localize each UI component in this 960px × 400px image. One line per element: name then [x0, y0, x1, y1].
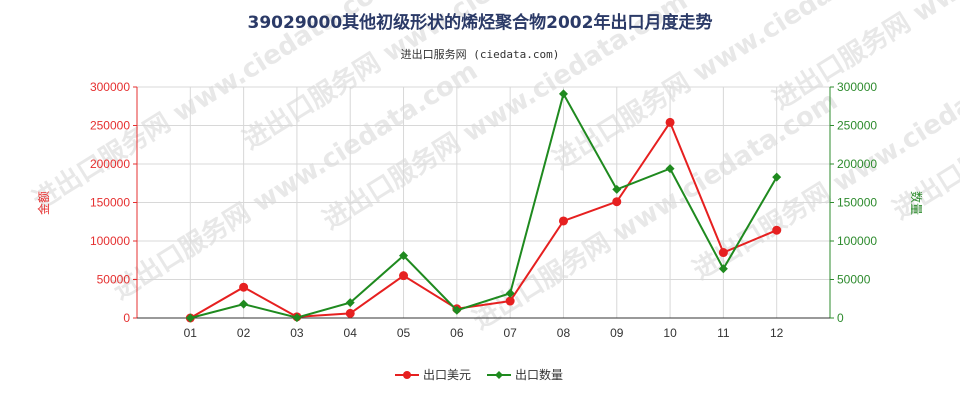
legend-marker-1 [403, 371, 411, 379]
y-tick-label-left: 50000 [97, 273, 131, 287]
x-tick-label: 06 [450, 326, 464, 340]
data-point-series-1 [399, 271, 409, 281]
series-line-1 [189, 120, 778, 319]
data-point-series-2 [558, 89, 568, 99]
series-layer [185, 89, 782, 323]
data-point-series-1 [718, 248, 728, 258]
x-tick-label: 01 [184, 326, 198, 340]
y-tick-label-left: 0 [123, 311, 130, 325]
series-line-2 [190, 91, 778, 319]
data-point-series-1 [558, 216, 568, 226]
y-tick-label-right: 300000 [837, 80, 877, 94]
y-tick-label-right: 250000 [837, 119, 877, 133]
data-point-series-2 [612, 184, 622, 194]
data-point-series-2 [772, 172, 782, 182]
y-tick-label-left: 250000 [90, 119, 130, 133]
data-point-series-2 [399, 251, 409, 261]
y-axis-label-left: 金额 [36, 191, 51, 215]
x-tick-label: 04 [344, 326, 358, 340]
data-point-series-2 [505, 288, 515, 298]
x-tick-label: 09 [610, 326, 624, 340]
y-tick-label-right: 200000 [837, 157, 877, 171]
x-tick-label: 03 [290, 326, 304, 340]
legend-label: 出口数量 [515, 367, 563, 382]
data-point-series-2 [292, 313, 302, 323]
y-tick-label-left: 300000 [90, 80, 130, 94]
data-point-series-1 [505, 296, 515, 306]
y-tick-label-right: 0 [837, 311, 844, 325]
y-tick-label-right: 150000 [837, 196, 877, 210]
x-tick-label: 12 [770, 326, 784, 340]
x-tick-label: 10 [663, 326, 677, 340]
legend-label: 出口美元 [423, 368, 471, 382]
data-point-series-1 [665, 117, 675, 127]
data-point-series-2 [452, 305, 462, 315]
data-point-series-2 [718, 264, 728, 274]
tick-labels: 0500001000001500002000002500003000000500… [90, 80, 877, 340]
y-tick-label-left: 150000 [90, 196, 130, 210]
data-point-series-2 [665, 164, 675, 174]
data-point-series-2 [185, 313, 195, 323]
legend-marker-2 [495, 371, 503, 379]
y-tick-label-right: 100000 [837, 234, 877, 248]
axes [133, 86, 834, 319]
y-axis-label-right: 数量 [909, 191, 924, 215]
x-tick-label: 05 [397, 326, 411, 340]
y-tick-label-left: 100000 [90, 234, 130, 248]
data-point-series-1 [772, 225, 782, 235]
legend: 出口美元 出口数量 [395, 367, 563, 382]
gridlines [136, 86, 831, 319]
y-tick-label-right: 50000 [837, 273, 871, 287]
x-tick-label: 11 [717, 326, 730, 340]
x-tick-label: 02 [237, 326, 251, 340]
chart-subtitle: 进出口服务网 (ciedata.com) [401, 47, 560, 61]
x-tick-label: 08 [557, 326, 571, 340]
data-point-series-1 [345, 308, 355, 318]
data-point-series-2 [239, 299, 249, 309]
y-tick-label-left: 200000 [90, 157, 130, 171]
data-point-series-1 [612, 197, 622, 207]
data-point-series-1 [239, 282, 249, 292]
chart-title: 39029000其他初级形状的烯烃聚合物2002年出口月度走势 [248, 12, 713, 33]
x-tick-label: 07 [503, 326, 517, 340]
data-point-series-2 [345, 298, 355, 308]
